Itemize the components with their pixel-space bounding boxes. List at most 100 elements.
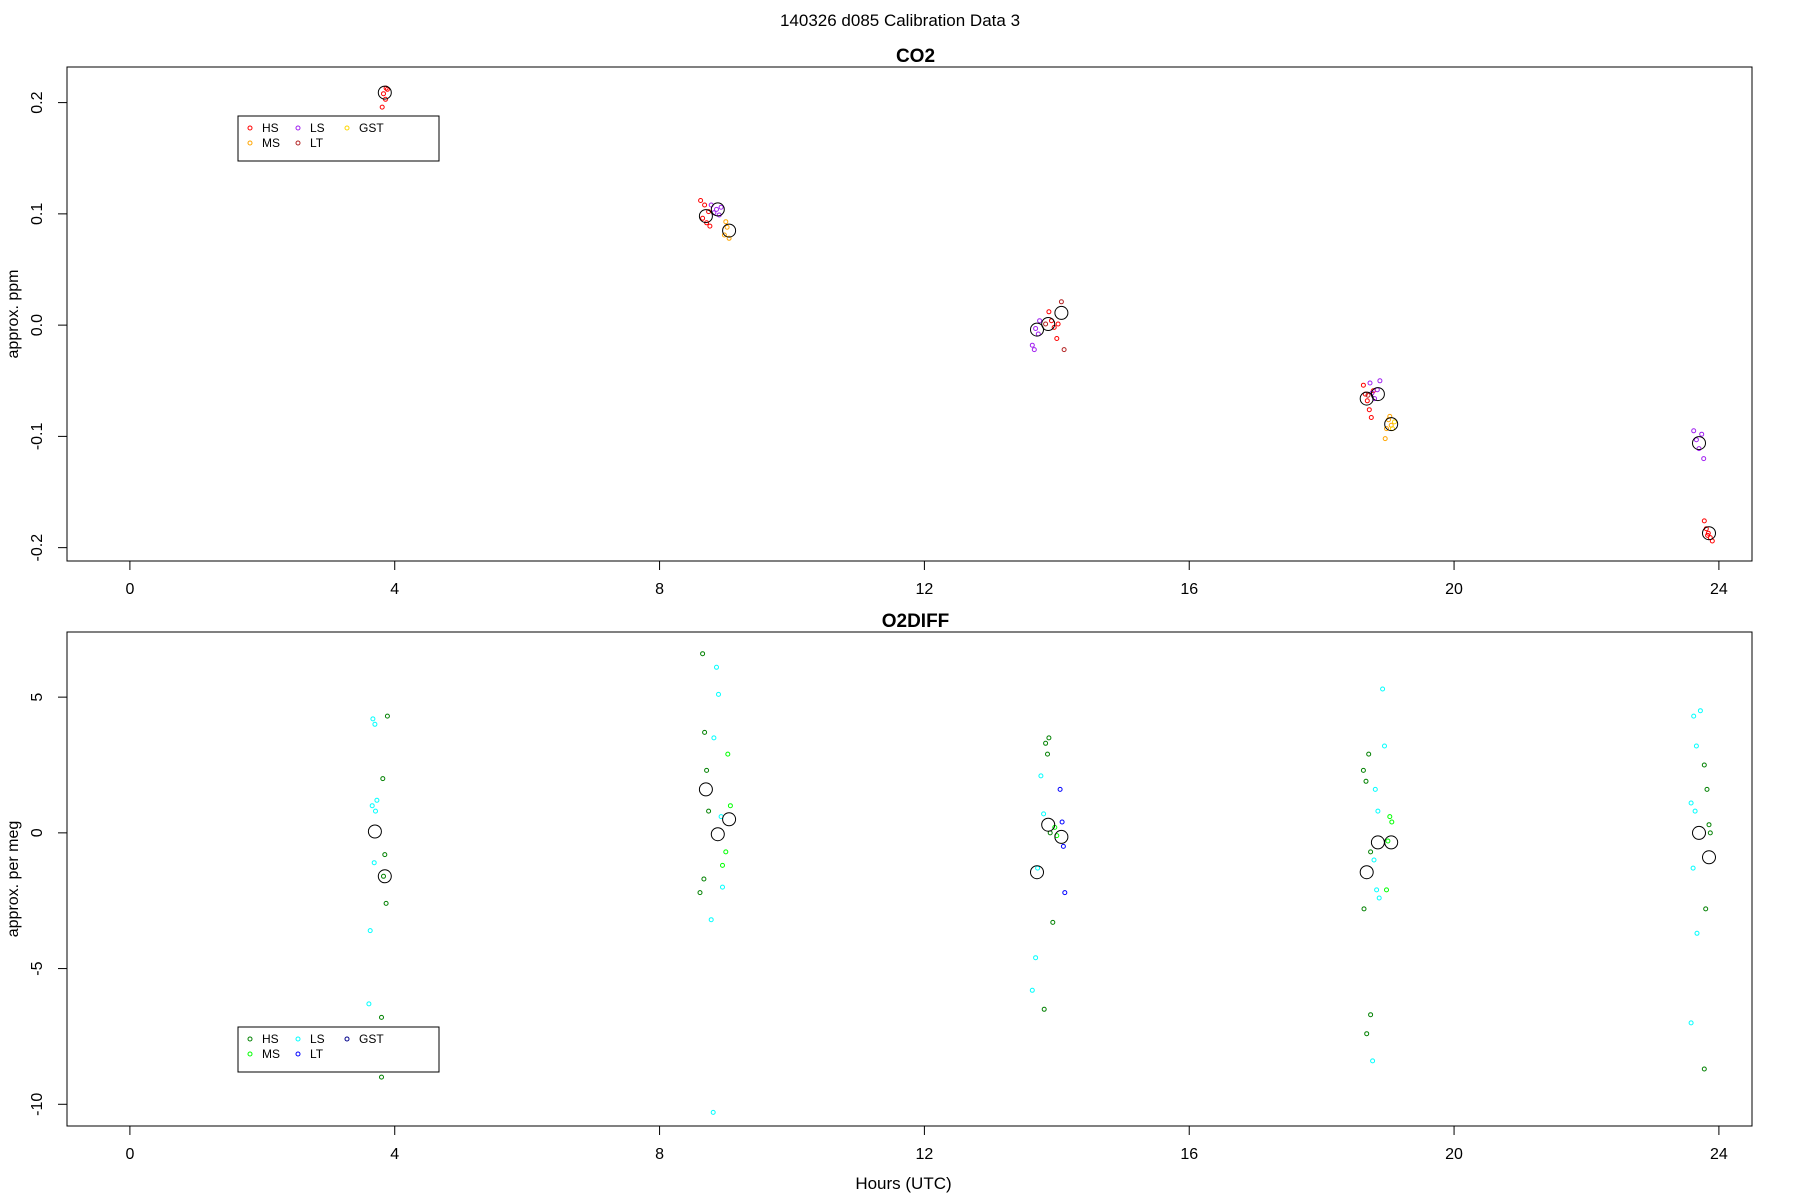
- data-point: [384, 86, 390, 92]
- x-tick-label: 16: [1180, 581, 1198, 598]
- x-tick-label: 4: [390, 581, 399, 598]
- data-point: [1688, 1020, 1694, 1026]
- data-point: [1057, 786, 1063, 792]
- y-tick-label: -0.2: [29, 534, 46, 562]
- y-tick-label: 0.0: [29, 314, 46, 336]
- data-point: [1033, 955, 1039, 961]
- mean-point: [1030, 322, 1044, 337]
- data-point: [720, 884, 725, 890]
- data-point: [372, 721, 378, 727]
- data-point: [1029, 342, 1035, 348]
- legend-label: LS: [310, 1032, 325, 1046]
- legend-marker: [247, 125, 253, 131]
- mean-point: [710, 202, 725, 217]
- legend-box: [237, 1026, 440, 1073]
- data-point: [1365, 392, 1371, 398]
- data-point: [1701, 518, 1707, 524]
- data-point: [702, 202, 708, 208]
- x-tick-label: 0: [125, 1146, 134, 1163]
- y-tick-label: -10: [29, 1093, 46, 1116]
- data-point: [1368, 1012, 1374, 1018]
- mean-point: [698, 782, 713, 797]
- data-point: [1060, 843, 1066, 849]
- data-point: [1370, 1058, 1376, 1064]
- legend-marker: [247, 140, 253, 146]
- data-point: [370, 716, 376, 722]
- data-point: [1360, 382, 1366, 388]
- x-tick-label: 4: [390, 1146, 399, 1163]
- mean-point: [1041, 317, 1056, 331]
- legend-marker: [344, 125, 350, 131]
- data-point: [1043, 740, 1049, 746]
- data-point: [1384, 426, 1389, 432]
- legend-marker: [344, 1036, 350, 1042]
- data-point: [721, 232, 727, 238]
- data-point: [726, 235, 732, 241]
- data-point: [700, 215, 706, 221]
- data-point: [1701, 1066, 1707, 1072]
- y-tick-label: -0.1: [29, 423, 46, 451]
- x-tick-label: 8: [655, 581, 664, 598]
- data-point: [1392, 419, 1397, 425]
- legend-label: GST: [359, 1032, 384, 1046]
- mean-point: [1370, 835, 1385, 850]
- data-point: [1691, 428, 1697, 434]
- data-point: [1389, 819, 1395, 825]
- data-point: [718, 204, 724, 210]
- data-point: [1058, 299, 1064, 305]
- data-point: [380, 776, 386, 782]
- data-point: [1374, 887, 1380, 893]
- data-point: [1041, 1006, 1047, 1012]
- data-point: [714, 206, 719, 212]
- data-point: [1059, 819, 1065, 825]
- y-tick-label: 0: [29, 828, 46, 837]
- data-point: [1368, 415, 1374, 420]
- data-point: [1041, 811, 1047, 817]
- data-point: [1035, 865, 1041, 871]
- x-tick-label: 0: [125, 581, 134, 598]
- legend-marker: [295, 1051, 301, 1057]
- data-point: [1054, 336, 1060, 341]
- legend-label: LS: [310, 121, 325, 135]
- data-point: [1372, 786, 1378, 792]
- data-point: [1046, 735, 1052, 741]
- data-point: [374, 797, 380, 803]
- data-point: [1050, 919, 1056, 925]
- data-point: [381, 873, 386, 879]
- data-point: [383, 900, 389, 906]
- mean-point: [1370, 387, 1385, 402]
- legend-marker: [247, 1051, 253, 1057]
- data-point: [373, 808, 378, 814]
- data-point: [1703, 906, 1709, 912]
- mean-point: [1702, 526, 1716, 541]
- data-point: [1061, 347, 1067, 353]
- data-point: [371, 860, 377, 866]
- data-point: [1697, 708, 1703, 714]
- data-point: [727, 803, 733, 809]
- data-point: [702, 729, 708, 735]
- mean-point: [1359, 865, 1374, 880]
- data-point: [716, 691, 721, 697]
- figure-title: 140326 d085 Calibration Data 3: [779, 11, 1021, 30]
- data-point: [725, 751, 731, 757]
- mean-point: [1030, 865, 1044, 880]
- data-point: [704, 767, 710, 773]
- data-point: [382, 852, 388, 858]
- data-point: [720, 862, 725, 868]
- data-point: [1693, 743, 1699, 749]
- data-point: [1367, 380, 1373, 386]
- legend-marker: [295, 1036, 301, 1042]
- data-point: [1055, 321, 1061, 327]
- legend-marker: [247, 1036, 253, 1042]
- data-point: [1690, 865, 1696, 871]
- o2diff-panel: O2DIFF 0 4 8 12 16 20 24 -10 -5 0 5 approx. per meg H…: [5, 611, 1753, 1193]
- x-tick-label: 24: [1710, 1146, 1728, 1163]
- data-point: [1385, 838, 1391, 844]
- data-point: [1366, 751, 1372, 757]
- data-point: [1037, 318, 1043, 324]
- data-point: [1364, 1031, 1370, 1037]
- mean-point: [1384, 417, 1399, 432]
- y-axis-label: approx. per meg: [5, 821, 22, 938]
- data-point: [1364, 398, 1370, 404]
- data-point: [379, 1014, 384, 1020]
